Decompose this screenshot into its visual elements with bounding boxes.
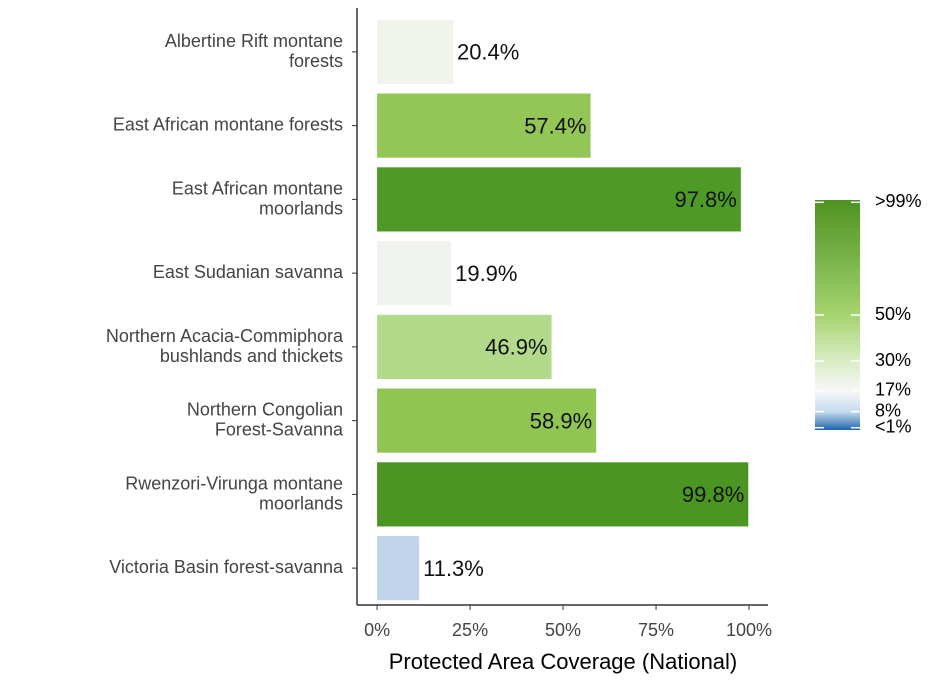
- y-tick-label: Victoria Basin forest-savanna: [109, 557, 344, 577]
- value-label: 11.3%: [423, 556, 484, 581]
- bar: [377, 388, 597, 453]
- x-tick-label: 75%: [638, 620, 674, 640]
- y-tick-label: Albertine Rift montane forests: [165, 31, 343, 71]
- colorbar-tick-label: >99%: [875, 191, 922, 211]
- y-tick-label: East Sudanian savanna: [153, 262, 344, 282]
- bar: [377, 19, 453, 84]
- y-tick-label: Northern Congolian Forest-Savanna: [187, 399, 344, 439]
- bar: [377, 314, 552, 379]
- y-tick-label: East African montane moorlands: [172, 178, 343, 218]
- bar: [377, 93, 591, 158]
- value-label: 99.8%: [682, 482, 744, 507]
- colorbar-tick-label: 50%: [875, 304, 911, 324]
- y-tick-label: Rwenzori-Virunga montane moorlands: [125, 473, 343, 513]
- colorbar-tick-label: 17%: [875, 380, 911, 400]
- bar: [377, 536, 420, 601]
- value-label: 46.9%: [485, 335, 547, 360]
- x-axis-title: Protected Area Coverage (National): [389, 649, 738, 674]
- value-label: 19.9%: [455, 261, 517, 286]
- colorbar-tick-label: 30%: [875, 350, 911, 370]
- y-tick-label: Northern Acacia-Commiphora bushlands and …: [106, 326, 344, 366]
- colorbar-tick-label: <1%: [875, 416, 912, 436]
- y-tick-label: East African montane forests: [113, 114, 343, 134]
- value-label: 57.4%: [524, 113, 586, 138]
- value-label: 97.8%: [674, 187, 736, 212]
- x-tick-label: 50%: [545, 620, 581, 640]
- x-tick-label: 100%: [726, 620, 772, 640]
- bar: [377, 462, 749, 527]
- x-tick-label: 25%: [452, 620, 488, 640]
- bar: [377, 167, 741, 232]
- value-label: 58.9%: [530, 408, 592, 433]
- x-tick-label: 0%: [364, 620, 390, 640]
- colorbar-tick-label: 8%: [875, 400, 901, 420]
- bar: [377, 241, 452, 306]
- value-label: 20.4%: [457, 40, 519, 65]
